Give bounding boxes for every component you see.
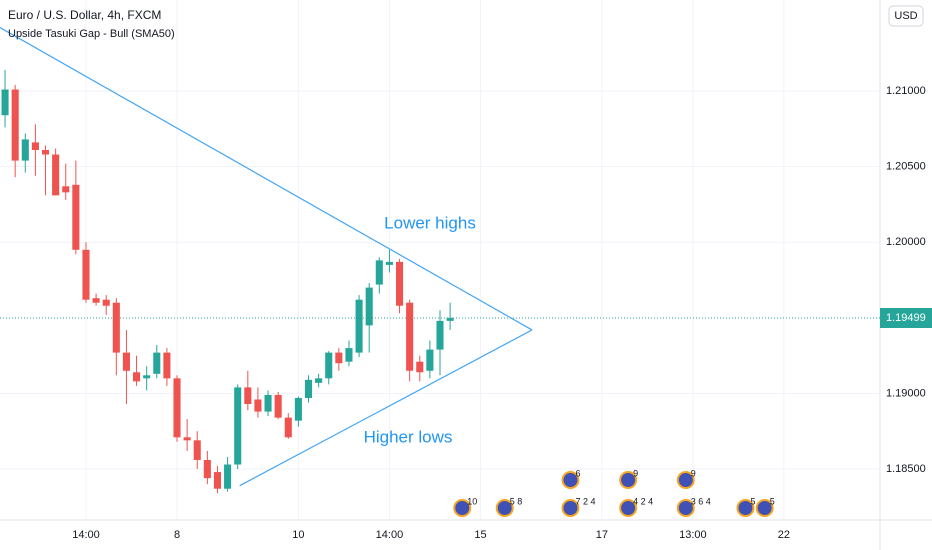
event-icon <box>453 499 472 517</box>
candle-body <box>213 472 222 489</box>
chart-subtitle: Upside Tasuki Gap - Bull (SMA50) <box>8 28 175 40</box>
candle-body <box>72 184 80 250</box>
candle-body <box>284 417 292 438</box>
candle-body <box>396 261 404 306</box>
event-label: 5 <box>770 496 775 506</box>
candle-body <box>264 394 272 412</box>
candle-body <box>112 302 120 353</box>
candle-body <box>274 394 282 418</box>
candle-body <box>193 440 201 460</box>
y-tick-label: 1.19000 <box>886 387 926 399</box>
y-tick-label: 1.18500 <box>886 463 926 475</box>
event-icon <box>495 499 514 517</box>
event-icon <box>561 499 580 517</box>
candle-body <box>163 352 171 379</box>
x-tick-label: 13:00 <box>679 529 707 541</box>
candle-body <box>375 260 383 285</box>
x-tick-label: 22 <box>778 529 790 541</box>
candle-body <box>52 154 60 196</box>
marks <box>0 26 880 494</box>
event-icon <box>755 499 774 517</box>
candle-body <box>244 387 252 405</box>
x-tick-label: 15 <box>474 529 486 541</box>
y-tick-label: 1.20500 <box>886 161 926 173</box>
event-label: 9 <box>691 468 696 478</box>
currency-label[interactable]: USD <box>894 10 917 22</box>
candle-body <box>82 249 90 300</box>
event-label: 7 2 4 <box>575 496 595 506</box>
candle-body <box>385 261 393 265</box>
candle-body <box>153 352 161 374</box>
candle-body <box>224 464 232 489</box>
candle-body <box>416 361 424 373</box>
candle-body <box>183 437 191 441</box>
candle-body <box>62 186 70 193</box>
candle-body <box>234 387 242 465</box>
candle-body <box>304 379 313 398</box>
trend-line <box>0 26 533 331</box>
event-icon <box>561 471 580 489</box>
candle-body <box>355 299 363 353</box>
event-label: 10 <box>467 496 477 506</box>
candle-body <box>325 352 333 379</box>
candle-body <box>294 397 302 421</box>
candle-body <box>315 378 323 383</box>
chart-title: Euro / U.S. Dollar, 4h, FXCM <box>8 8 161 22</box>
event-label: 5 <box>750 496 755 506</box>
candle-body <box>254 399 262 412</box>
event-label: 5 8 <box>510 496 523 506</box>
candle-body <box>345 348 353 362</box>
event-label: 9 <box>633 468 638 478</box>
event-icon <box>676 499 695 517</box>
candle-body <box>1 89 9 116</box>
candle-body <box>122 352 130 371</box>
trend-line <box>239 329 533 487</box>
event-label: 6 <box>575 468 580 478</box>
x-tick-label: 14:00 <box>376 529 404 541</box>
event-label: 4 2 4 <box>633 496 653 506</box>
candle-body <box>92 298 100 303</box>
candle-body <box>365 287 373 326</box>
y-tick-label: 1.21000 <box>886 85 926 97</box>
y-tick-label: 1.20000 <box>886 236 926 248</box>
last-price-label: 1.19499 <box>886 312 926 324</box>
candle-body <box>446 317 454 321</box>
candle-body <box>203 459 211 479</box>
last-price-box <box>880 307 932 328</box>
x-tick-label: 8 <box>174 529 180 541</box>
event-icon <box>619 499 638 517</box>
annotation: Higher lows <box>364 427 453 446</box>
x-tick-label: 10 <box>292 529 304 541</box>
event-icon <box>619 471 638 489</box>
currency-button[interactable] <box>888 5 924 27</box>
candle-body <box>173 378 181 438</box>
event-label: 3 6 4 <box>691 496 711 506</box>
candle-body <box>11 89 19 161</box>
x-tick-label: 14:00 <box>72 529 100 541</box>
candle-body <box>335 352 343 364</box>
event-icon <box>676 471 695 489</box>
candle-body <box>21 139 29 161</box>
candle-body <box>133 372 141 382</box>
event-icon <box>736 499 755 517</box>
annotation: Lower highs <box>384 213 476 232</box>
candle-body <box>102 299 110 306</box>
candle-body <box>31 142 39 150</box>
candle-body <box>406 302 414 371</box>
candle-body <box>41 149 50 155</box>
candle-body <box>436 320 444 350</box>
candle-body <box>426 349 434 371</box>
x-tick-label: 17 <box>596 529 608 541</box>
candle-body <box>143 375 151 379</box>
